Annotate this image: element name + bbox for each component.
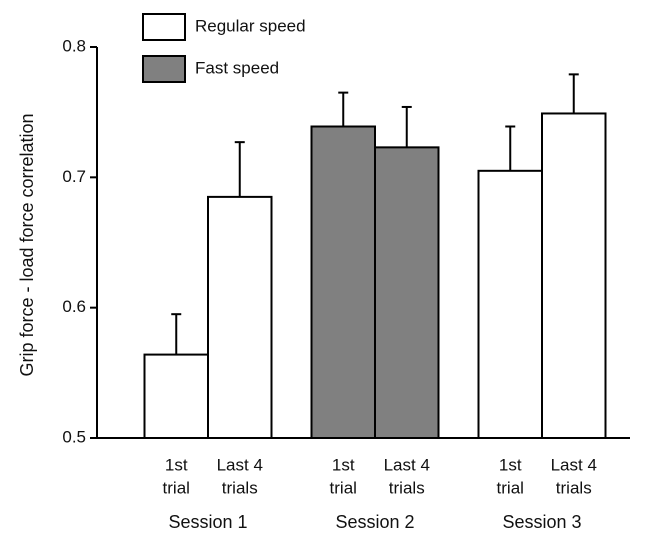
bar [310,125,376,440]
bar [477,169,543,439]
x-tick-label: trials [556,478,592,497]
x-tick-label: trial [497,478,524,497]
y-tick-label: 0.6 [62,297,86,316]
x-tick-label: trial [163,478,190,497]
x-tick-label: trials [222,478,258,497]
y-tick-label: 0.8 [62,36,86,55]
bar [374,146,440,440]
group-label: Session 2 [335,512,414,532]
group-label: Session 1 [168,512,247,532]
legend-swatch [142,13,186,41]
y-tick-label: 0.7 [62,167,86,186]
legend-label: Regular speed [195,16,306,35]
x-tick-label: trials [389,478,425,497]
x-tick-label: Last 4 [217,455,263,474]
x-tick-label: 1st [499,455,522,474]
group-label: Session 3 [502,512,581,532]
x-tick-label: trial [330,478,357,497]
legend-label: Fast speed [195,58,279,77]
bar [541,112,607,439]
bar [207,195,273,439]
y-axis-label: Grip force - load force correlation [17,113,37,376]
y-tick-label: 0.5 [62,427,86,446]
bar [143,353,209,439]
x-tick-label: 1st [165,455,188,474]
x-tick-label: Last 4 [551,455,597,474]
legend-swatch [142,55,186,83]
x-tick-label: Last 4 [384,455,430,474]
x-tick-label: 1st [332,455,355,474]
